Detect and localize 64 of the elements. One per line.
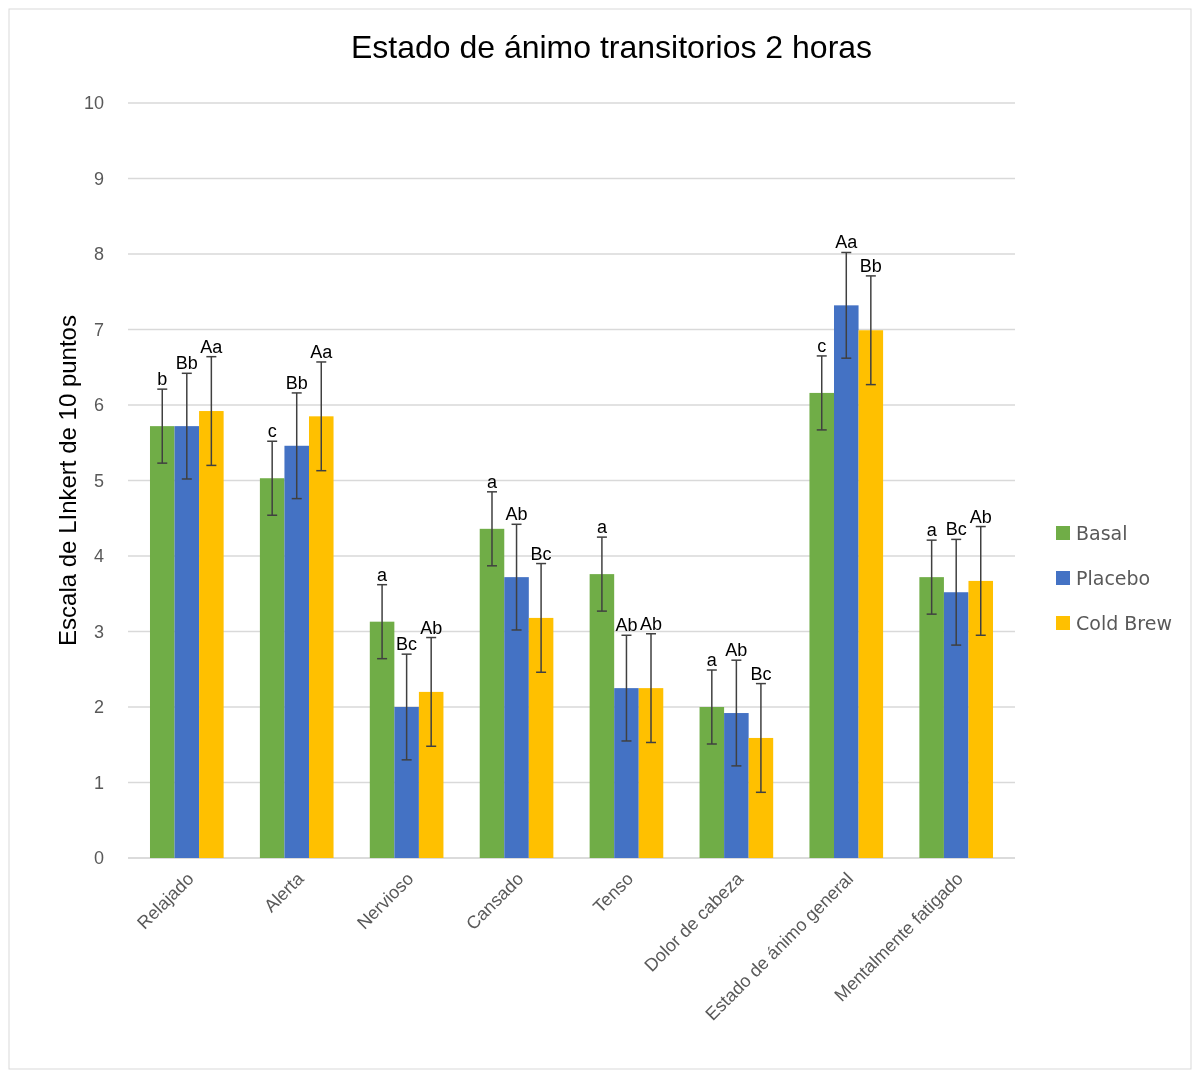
chart-title: Estado de ánimo transitorios 2 horas <box>350 29 873 65</box>
data-label: c <box>267 421 277 442</box>
bar <box>174 426 200 858</box>
bar <box>528 617 554 858</box>
legend-label: Basal <box>1076 521 1128 544</box>
bar <box>308 416 334 858</box>
data-label: a <box>486 471 498 492</box>
data-label: c <box>817 335 827 356</box>
data-label: Bb <box>175 353 198 374</box>
y-tick-label: 1 <box>93 772 104 793</box>
data-label: b <box>157 369 168 390</box>
bar <box>809 392 835 858</box>
legend-label: Cold Brew <box>1076 611 1172 634</box>
bar <box>149 426 175 858</box>
bar <box>259 478 285 858</box>
data-label: Ab <box>615 615 638 636</box>
y-tick-label: 9 <box>93 168 104 189</box>
bar <box>858 330 884 858</box>
y-axis-title: Escala de LInkert de 10 puntos <box>54 315 81 646</box>
data-label: a <box>706 650 718 671</box>
bar <box>199 411 224 858</box>
y-tick-label: 10 <box>83 93 104 114</box>
bar <box>504 577 529 858</box>
data-label: Aa <box>200 336 224 357</box>
data-label: Bc <box>530 543 552 564</box>
y-tick-label: 8 <box>93 244 104 265</box>
data-label: Ab <box>420 617 443 638</box>
bar <box>589 574 615 858</box>
bar <box>614 688 639 858</box>
bar <box>418 691 444 858</box>
bar <box>834 305 859 858</box>
data-label: Bb <box>285 372 308 393</box>
data-label: Bb <box>859 255 882 276</box>
data-label: Ab <box>505 504 528 525</box>
data-label: Bc <box>750 663 772 684</box>
bar <box>724 713 749 858</box>
bar <box>284 445 309 858</box>
y-tick-label: 0 <box>93 848 104 869</box>
bar <box>479 528 505 858</box>
y-tick-label: 4 <box>93 546 104 567</box>
data-label: Ab <box>725 640 748 661</box>
legend-label: Placebo <box>1076 566 1151 589</box>
data-label: Ab <box>969 506 992 527</box>
data-label: a <box>377 564 389 585</box>
y-tick-label: 6 <box>93 395 104 416</box>
bar <box>919 577 944 858</box>
data-label: Bc <box>396 634 418 655</box>
bar <box>943 592 969 858</box>
y-tick-label: 5 <box>93 470 104 491</box>
bar <box>699 707 725 858</box>
bar <box>394 707 419 858</box>
data-label: Ab <box>639 613 663 634</box>
bar <box>968 580 994 858</box>
bar <box>748 737 774 858</box>
y-tick-label: 2 <box>93 697 104 718</box>
y-tick-label: 3 <box>93 621 104 642</box>
bar <box>369 621 395 858</box>
data-label: a <box>926 520 938 541</box>
bar <box>638 688 664 858</box>
data-label: Aa <box>835 232 859 253</box>
y-tick-label: 7 <box>93 319 104 340</box>
data-label: Aa <box>310 341 334 362</box>
data-label: a <box>596 517 608 538</box>
data-label: Bc <box>945 519 967 540</box>
